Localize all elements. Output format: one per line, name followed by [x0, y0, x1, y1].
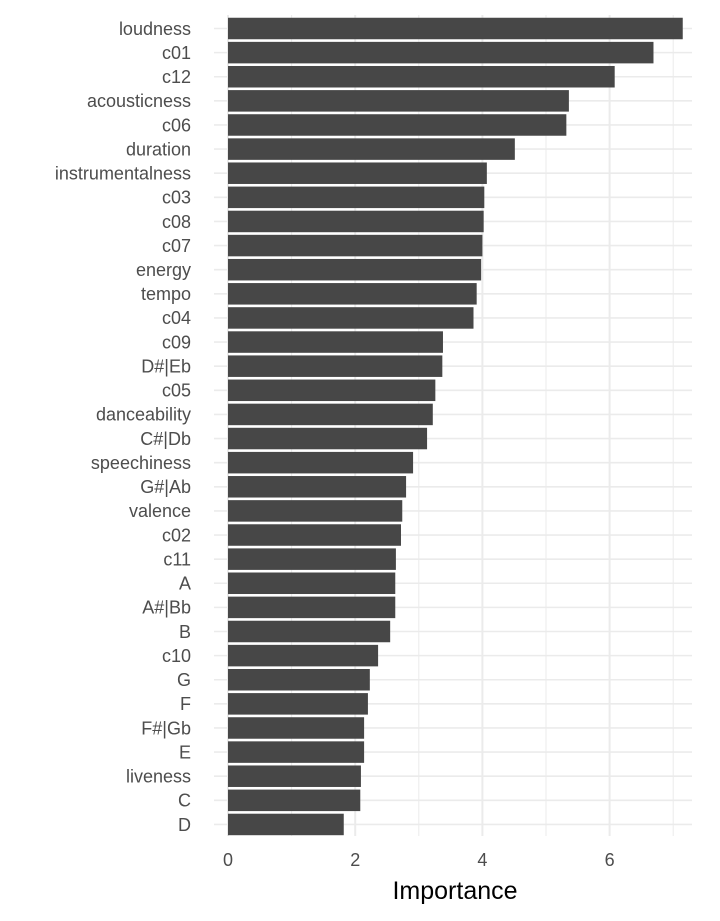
category-label: c09: [162, 332, 191, 352]
bar-F: [228, 693, 368, 715]
bar-A#|Bb: [228, 596, 396, 619]
bar-liveness: [228, 765, 361, 787]
category-label: B: [179, 622, 191, 642]
bar-E: [228, 741, 365, 763]
bar-c12: [228, 65, 615, 88]
category-label: C#|Db: [140, 429, 191, 449]
bar-duration: [228, 138, 515, 160]
bar-G#|Ab: [228, 476, 407, 498]
bar-tempo: [228, 283, 477, 305]
category-label: C: [178, 791, 191, 811]
category-label: c04: [162, 308, 191, 328]
category-label: instrumentalness: [55, 164, 191, 184]
bar-acousticness: [228, 90, 569, 112]
bar-D#|Eb: [228, 355, 443, 377]
category-label: c01: [162, 43, 191, 63]
category-label: energy: [136, 260, 191, 280]
category-label: E: [179, 742, 191, 762]
x-tick-label: 2: [350, 850, 360, 870]
bar-c04: [228, 307, 474, 329]
category-label: acousticness: [87, 91, 191, 111]
bar-C: [228, 789, 361, 812]
bar-c03: [228, 186, 485, 209]
bar-speechiness: [228, 451, 414, 474]
category-label: c10: [162, 646, 191, 666]
x-tick-labels: 0 2 4 6: [223, 850, 615, 870]
category-label: G: [177, 670, 191, 690]
bar-c10: [228, 644, 379, 667]
bar-c06: [228, 114, 567, 136]
category-label: speechiness: [91, 453, 191, 473]
category-label: c03: [162, 188, 191, 208]
bar-energy: [228, 258, 482, 281]
bar-instrumentalness: [228, 162, 487, 184]
x-tick-label: 4: [477, 850, 487, 870]
bar-G: [228, 668, 370, 691]
category-label: F: [180, 694, 191, 714]
bar-C#|Db: [228, 427, 428, 450]
bar-c07: [228, 234, 483, 257]
category-label: c05: [162, 381, 191, 401]
bar-loudness: [228, 17, 683, 40]
category-label: liveness: [126, 767, 191, 787]
bar-c09: [228, 331, 443, 353]
category-label: c06: [162, 115, 191, 135]
bar-c05: [228, 379, 436, 402]
bar-D: [228, 813, 344, 836]
bar-c08: [228, 210, 484, 233]
category-label: c11: [163, 549, 191, 569]
bar-danceability: [228, 403, 433, 426]
category-label: valence: [129, 501, 191, 521]
bar-valence: [228, 500, 403, 522]
category-label: c07: [162, 236, 191, 256]
bars: [228, 17, 683, 836]
bar-A: [228, 572, 396, 595]
category-label: danceability: [96, 405, 191, 425]
x-axis-title: Importance: [392, 877, 517, 905]
bar-F#|Gb: [228, 717, 365, 739]
bar-c01: [228, 41, 654, 64]
category-label: A: [179, 574, 191, 594]
category-label: c12: [162, 67, 191, 87]
category-label: G#|Ab: [140, 477, 191, 497]
category-label: c08: [162, 212, 191, 232]
category-label: F#|Gb: [141, 718, 191, 738]
category-label: tempo: [141, 284, 191, 304]
bar-c11: [228, 548, 396, 570]
x-tick-label: 0: [223, 850, 233, 870]
category-label: D#|Eb: [141, 356, 191, 376]
category-label: c02: [162, 525, 191, 545]
category-label: A#|Bb: [142, 598, 191, 618]
category-label: D: [178, 815, 191, 835]
x-tick-label: 6: [605, 850, 615, 870]
category-label: loudness: [119, 19, 191, 39]
category-label: duration: [126, 139, 191, 159]
bar-c02: [228, 524, 401, 546]
category-labels: loudness c01 c12 acousticness c06 duration ins…: [55, 19, 191, 835]
bar-B: [228, 620, 391, 643]
